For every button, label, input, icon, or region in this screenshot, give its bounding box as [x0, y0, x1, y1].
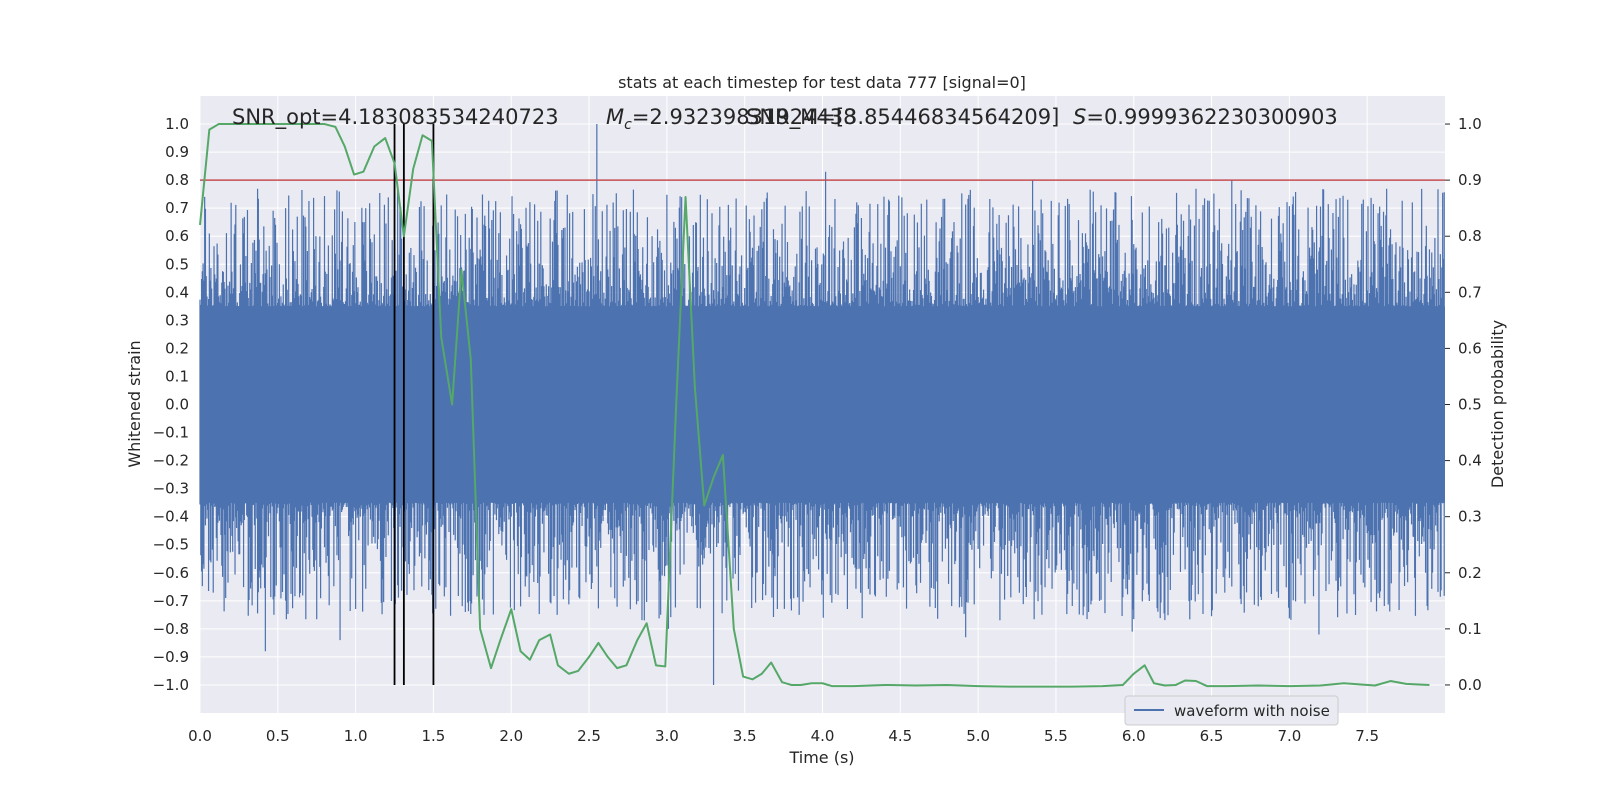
y-tick-label: 1.0 — [165, 115, 189, 133]
chirp-mass-subscript: c — [624, 117, 632, 133]
snr-opt-annotation: SNR_opt=4.183083534240723 — [232, 105, 559, 130]
waveform-series — [199, 124, 1445, 685]
y-tick-label: 0.5 — [165, 255, 189, 273]
x-axis-label: Time (s) — [788, 748, 854, 767]
y-tick-label: 0.0 — [165, 396, 189, 414]
y-tick-label: −0.1 — [153, 424, 189, 442]
x-tick-label: 5.5 — [1044, 727, 1068, 745]
detection-probability-line — [199, 123, 1430, 688]
x-tick-label: 1.0 — [344, 727, 368, 745]
chart-title: stats at each timestep for test data 777… — [618, 73, 1026, 92]
y-tick-label: −1.0 — [153, 676, 189, 694]
y-tick-label: 0.8 — [165, 171, 189, 189]
y-axis-label: Whitened strain — [125, 340, 144, 467]
chirp-mass-symbol: M — [606, 105, 624, 129]
legend: waveform with noise — [1124, 695, 1339, 726]
y-right-tick-label: 0.3 — [1458, 508, 1482, 526]
y-tick-label: 0.7 — [165, 199, 189, 217]
spin-symbol: S — [1073, 105, 1086, 129]
x-tick-label: 6.5 — [1200, 727, 1224, 745]
chirp-mass-annotation: Mc=2.93239831924438 — [606, 105, 857, 133]
x-tick-label: 6.0 — [1122, 727, 1146, 745]
y-tick-label: 0.9 — [165, 143, 189, 161]
y-right-tick-label: 0.2 — [1458, 564, 1482, 582]
probability-series — [199, 123, 1430, 688]
y-tick-label: −0.5 — [153, 536, 189, 554]
chirp-mass-value: =2.93239831924438 — [632, 105, 857, 129]
waveform-trace — [199, 124, 1445, 685]
x-tick-label: 0.0 — [188, 727, 212, 745]
x-tick-label: 2.5 — [577, 727, 601, 745]
x-tick-label: 5.0 — [966, 727, 990, 745]
y-tick-label: 0.4 — [165, 283, 189, 301]
y-tick-label: −0.3 — [153, 480, 189, 498]
legend-label-waveform: waveform with noise — [1174, 702, 1330, 720]
y-right-tick-label: 0.7 — [1458, 283, 1482, 301]
y-tick-label: −0.7 — [153, 592, 189, 610]
y-right-tick-label: 0.0 — [1458, 676, 1482, 694]
vertical-markers — [393, 124, 435, 685]
y-right-tick-label: 0.9 — [1458, 171, 1482, 189]
y-tick-label: −0.6 — [153, 564, 189, 582]
x-tick-label: 3.5 — [733, 727, 757, 745]
y-tick-label: −0.8 — [153, 620, 189, 638]
y-right-tick-label: 0.1 — [1458, 620, 1482, 638]
y-right-tick-label: 0.8 — [1458, 227, 1482, 245]
y-tick-label: 0.6 — [165, 227, 189, 245]
y-tick-label: −0.2 — [153, 452, 189, 470]
snr-list-annotation: SNR_M=[3.85446834564209] — [746, 105, 1059, 130]
x-tick-label: 7.5 — [1355, 727, 1379, 745]
x-tick-label: 7.0 — [1277, 727, 1301, 745]
x-tick-label: 4.0 — [811, 727, 835, 745]
y-right-tick-label: 0.6 — [1458, 339, 1482, 357]
y-tick-label: 0.2 — [165, 339, 189, 357]
y-right-tick-label: 0.5 — [1458, 396, 1482, 414]
y-tick-label: 0.3 — [165, 311, 189, 329]
y-axis-right-label: Detection probability — [1488, 320, 1507, 488]
y-tick-label: −0.4 — [153, 508, 189, 526]
x-tick-label: 4.5 — [888, 727, 912, 745]
y-right-tick-label: 0.4 — [1458, 452, 1482, 470]
y-tick-label: −0.9 — [153, 648, 189, 666]
x-tick-label: 0.5 — [266, 727, 290, 745]
x-tick-label: 1.5 — [422, 727, 446, 745]
tick-labels: 0.0 0.5 1.0 1.5 2.0 2.5 3.0 3.5 4.0 4.5 5.0 5.5 6.0 6… — [153, 115, 1482, 745]
y-tick-label: 0.1 — [165, 367, 189, 385]
x-tick-label: 2.0 — [499, 727, 523, 745]
spin-annotation: S=0.9999362230300903 — [1073, 105, 1338, 129]
x-tick-label: 3.0 — [655, 727, 679, 745]
y-right-tick-label: 1.0 — [1458, 115, 1482, 133]
spin-value: =0.9999362230300903 — [1086, 105, 1337, 129]
legend-box — [1124, 695, 1339, 726]
